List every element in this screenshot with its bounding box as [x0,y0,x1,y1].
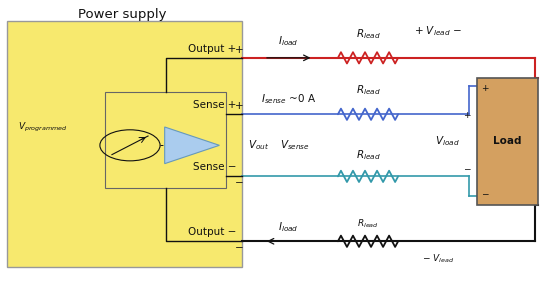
Bar [7,21,242,267]
Bar [106,92,226,188]
Bar [477,78,538,205]
Text: $V_{programmed}$: $V_{programmed}$ [18,121,67,134]
Text: Power supply: Power supply [78,9,166,21]
Text: +: + [235,101,244,111]
Text: +: + [481,84,488,93]
Text: $R_{lead}$: $R_{lead}$ [356,84,381,97]
Text: $I_{sense}$ ~0 A: $I_{sense}$ ~0 A [261,92,316,106]
Text: $R_{lead}$: $R_{lead}$ [357,217,379,230]
Text: $R_{lead}$: $R_{lead}$ [356,148,381,162]
Text: −: − [235,243,244,253]
Text: $I_{load}$: $I_{load}$ [278,34,299,48]
Polygon shape [164,127,219,164]
Text: $I_{load}$: $I_{load}$ [278,220,299,234]
Text: $V_{sense}$: $V_{sense}$ [280,139,310,152]
Text: Sense +: Sense + [193,100,236,110]
Text: −: − [481,189,488,198]
Text: Output −: Output − [188,227,236,237]
Text: +: + [463,111,470,120]
Text: +: + [235,45,244,55]
Text: Load: Load [493,136,522,146]
Text: −: − [463,164,470,174]
Text: + $V_{lead}$ −: + $V_{lead}$ − [414,24,462,38]
Text: −: − [235,178,244,188]
Text: Sense −: Sense − [193,162,236,172]
Text: $V_{load}$: $V_{load}$ [435,134,460,148]
Text: $V_{out}$: $V_{out}$ [248,139,269,152]
Text: Output +: Output + [189,44,236,54]
Text: $R_{lead}$: $R_{lead}$ [356,27,381,41]
Text: − $V_{lead}$: − $V_{lead}$ [422,253,454,265]
